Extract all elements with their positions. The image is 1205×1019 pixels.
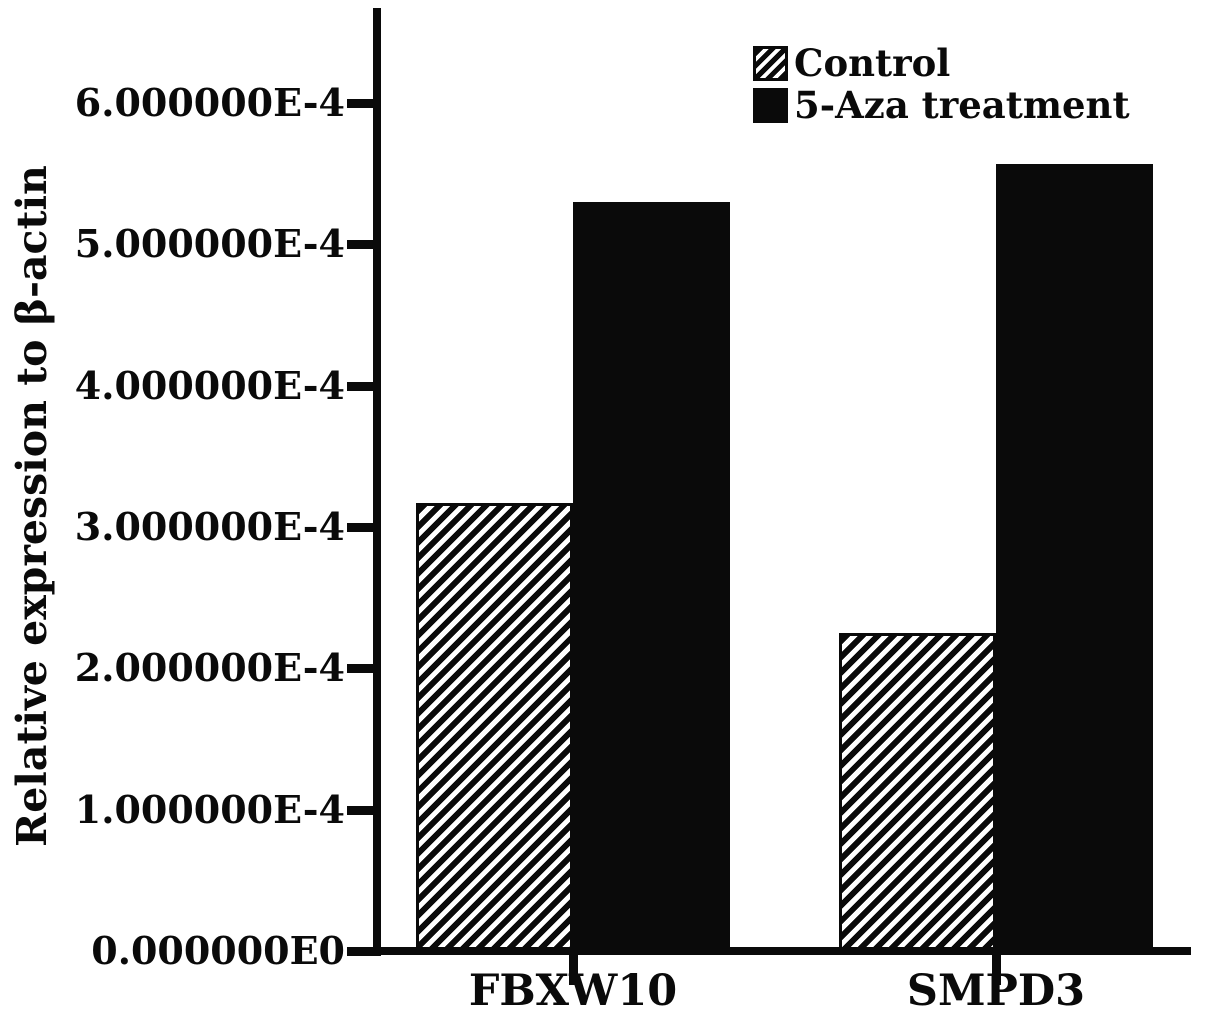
y-tick-label: 3.000000E-4 [74, 504, 345, 549]
y-tick-label: 6.000000E-4 [74, 80, 345, 125]
legend-item-5aza: 5-Aza treatment [753, 86, 1130, 124]
y-tick-label: 1.000000E-4 [74, 786, 345, 832]
y-tick-label: 4.000000E-4 [74, 362, 345, 408]
control-hatched-swatch-icon [753, 45, 788, 81]
y-tick-mark [347, 99, 377, 108]
y-tick-label: 2.000000E-4 [74, 645, 345, 691]
y-tick-label: 5.000000E-4 [74, 221, 345, 267]
x-tick-mark [569, 953, 578, 985]
x-tick-mark [992, 953, 1001, 985]
y-tick-mark [347, 240, 377, 250]
bar-smpd3-control [839, 633, 996, 951]
legend-item-control: Control [753, 44, 1130, 82]
y-axis-line [373, 8, 381, 956]
y-tick-mark [347, 947, 377, 956]
y-tick-mark [347, 523, 377, 532]
y-tick-mark [347, 381, 377, 391]
legend-label-5aza: 5-Aza treatment [794, 83, 1130, 127]
x-axis-line [373, 947, 1191, 955]
y-tick-mark [347, 664, 377, 674]
bar-smpd3-5-aza-treatment [996, 164, 1153, 951]
legend: Control 5-Aza treatment [753, 44, 1130, 124]
y-tick-mark [347, 805, 377, 815]
legend-label-control: Control [794, 41, 951, 85]
bar-fbxw10-control [416, 503, 573, 951]
y-tick-label: 0.000000E0 [91, 928, 345, 973]
bar-fbxw10-5-aza-treatment [573, 202, 730, 951]
treatment-solid-swatch-icon [753, 87, 788, 123]
